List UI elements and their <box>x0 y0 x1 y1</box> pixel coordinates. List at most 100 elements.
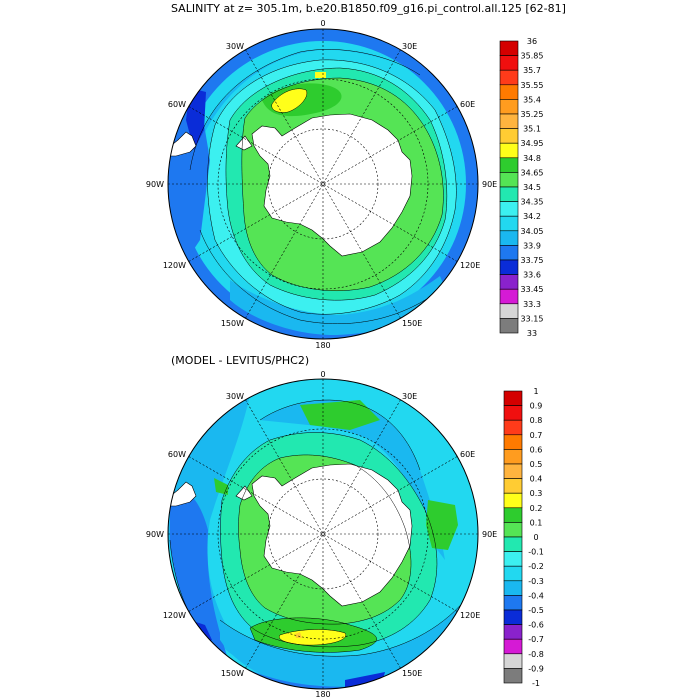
colorbar-label: -0.8 <box>528 650 544 659</box>
colorbar-label: 35.25 <box>521 110 544 119</box>
colorbar-label: 34.2 <box>523 212 541 221</box>
colorbar-swatch <box>499 157 519 173</box>
colorbar-swatch <box>503 405 523 421</box>
colorbar-salinity: 36 35.85 35.7 35.55 35.4 35.25 35.1 34.95 34.8 34… <box>499 37 544 338</box>
colorbar-swatch <box>503 624 523 640</box>
colorbar-label: 0.3 <box>530 489 543 498</box>
lon-label-60w: 60W <box>168 450 186 459</box>
colorbar-swatch <box>499 303 519 319</box>
colorbar-label: 0.8 <box>530 416 543 425</box>
lon-label-90w: 90W <box>146 180 164 189</box>
panel-title-salinity: SALINITY at z= 305.1m, b.e20.B1850.f09_g… <box>171 2 566 15</box>
colorbar-swatch <box>499 40 519 56</box>
colorbar-swatch <box>503 551 523 567</box>
lon-label-30w: 30W <box>226 42 244 51</box>
colorbar-swatch <box>503 668 523 684</box>
colorbar-swatch <box>499 201 519 217</box>
colorbar-swatch <box>499 55 519 71</box>
lon-label-90e: 90E <box>482 180 497 189</box>
colorbar-label: 0.5 <box>530 460 543 469</box>
colorbar-swatch <box>503 434 523 450</box>
colorbar-label: -0.2 <box>528 562 544 571</box>
colorbar-label: 35.1 <box>523 125 541 134</box>
colorbar-label: 33.6 <box>523 271 541 280</box>
colorbar-label: 34.8 <box>523 154 541 163</box>
lon-label-150w: 150W <box>221 319 244 328</box>
lon-label-60e: 60E <box>460 450 475 459</box>
colorbar-swatch <box>503 565 523 582</box>
colorbar-swatch <box>499 186 519 202</box>
colorbar-swatch <box>499 259 519 275</box>
map-difference: 0 30E 60E 90E 120E 150E 180 150W 120W 90… <box>146 370 497 699</box>
lon-label-120e: 120E <box>460 261 480 270</box>
colorbar-swatch <box>503 492 523 509</box>
lon-label-60e: 60E <box>460 100 475 109</box>
lon-label-150e: 150E <box>402 669 422 678</box>
colorbar-label: 35.85 <box>521 52 544 61</box>
colorbar-swatch <box>499 230 519 246</box>
colorbar-swatch <box>503 609 523 625</box>
lon-label-0: 0 <box>320 370 325 379</box>
colorbar-swatch <box>499 142 519 159</box>
colorbar-label: 33.3 <box>523 300 541 309</box>
panel-title-difference: (MODEL - LEVITUS/PHC2) <box>171 354 310 367</box>
lon-label-120w: 120W <box>163 261 186 270</box>
colorbar-label: 0.1 <box>530 518 543 527</box>
lon-label-150e: 150E <box>402 319 422 328</box>
colorbar-label: 0 <box>533 533 538 542</box>
lon-label-60w: 60W <box>168 100 186 109</box>
colorbar-label: 0.4 <box>530 475 543 484</box>
colorbar-swatch <box>499 172 519 188</box>
lon-label-30e: 30E <box>402 42 417 51</box>
lon-label-180: 180 <box>315 341 330 350</box>
colorbar-label: 0.9 <box>530 402 543 411</box>
colorbar-swatch <box>503 522 523 538</box>
colorbar-swatch <box>499 288 519 305</box>
colorbar-swatch <box>503 507 523 523</box>
colorbar-label: -0.6 <box>528 621 544 630</box>
colorbar-label: 33.9 <box>523 241 541 250</box>
colorbar-swatch <box>503 449 523 465</box>
lon-label-30w: 30W <box>226 392 244 401</box>
colorbar-label: 0.6 <box>530 445 543 454</box>
colorbar-label: -1 <box>532 679 540 688</box>
colorbar-label: 34.95 <box>521 139 544 148</box>
lon-label-0: 0 <box>320 19 325 28</box>
colorbar-swatch <box>499 69 519 86</box>
colorbar-swatch <box>503 580 523 596</box>
colorbar-label: 35.4 <box>523 95 541 104</box>
colorbar-label: -0.9 <box>528 664 544 673</box>
colorbar-label: 36 <box>527 37 537 46</box>
colorbar-swatch <box>503 419 523 436</box>
colorbar-label: 1 <box>533 387 538 396</box>
colorbar-label: 33 <box>527 329 537 338</box>
lon-label-150w: 150W <box>221 669 244 678</box>
colorbar-label: 33.45 <box>521 285 544 294</box>
colorbar-swatch <box>503 638 523 655</box>
colorbar-label: -0.4 <box>528 591 544 600</box>
colorbar-label: 0.7 <box>530 431 543 440</box>
colorbar-swatch <box>503 463 523 479</box>
colorbar-label: -0.5 <box>528 606 544 615</box>
lon-label-180: 180 <box>315 690 330 699</box>
colorbar-swatch <box>499 84 519 100</box>
colorbar-swatch <box>499 99 519 115</box>
colorbar-swatch <box>503 536 523 552</box>
colorbar-label: 34.65 <box>521 168 544 177</box>
colorbar-swatch <box>499 113 519 129</box>
colorbar-swatch <box>503 595 523 611</box>
colorbar-swatch <box>503 653 523 669</box>
colorbar-label: 34.35 <box>521 198 544 207</box>
colorbar-difference: 1 0.9 0.8 0.7 0.6 0.5 0.4 0.3 0.2 0.1 0 -0.1 -0.2 -0.… <box>503 387 544 688</box>
colorbar-label: 34.05 <box>521 227 544 236</box>
colorbar-label: -0.7 <box>528 635 544 644</box>
colorbar-swatch <box>499 128 519 144</box>
lon-label-120e: 120E <box>460 611 480 620</box>
colorbar-label: 0.2 <box>530 504 543 513</box>
colorbar-swatch <box>499 215 519 232</box>
colorbar-swatch <box>499 274 519 290</box>
colorbar-label: 33.75 <box>521 256 544 265</box>
map-salinity: 0 30E 60E 90E 120E 150E 180 150W 120W 90… <box>146 19 497 350</box>
lon-label-90e: 90E <box>482 530 497 539</box>
